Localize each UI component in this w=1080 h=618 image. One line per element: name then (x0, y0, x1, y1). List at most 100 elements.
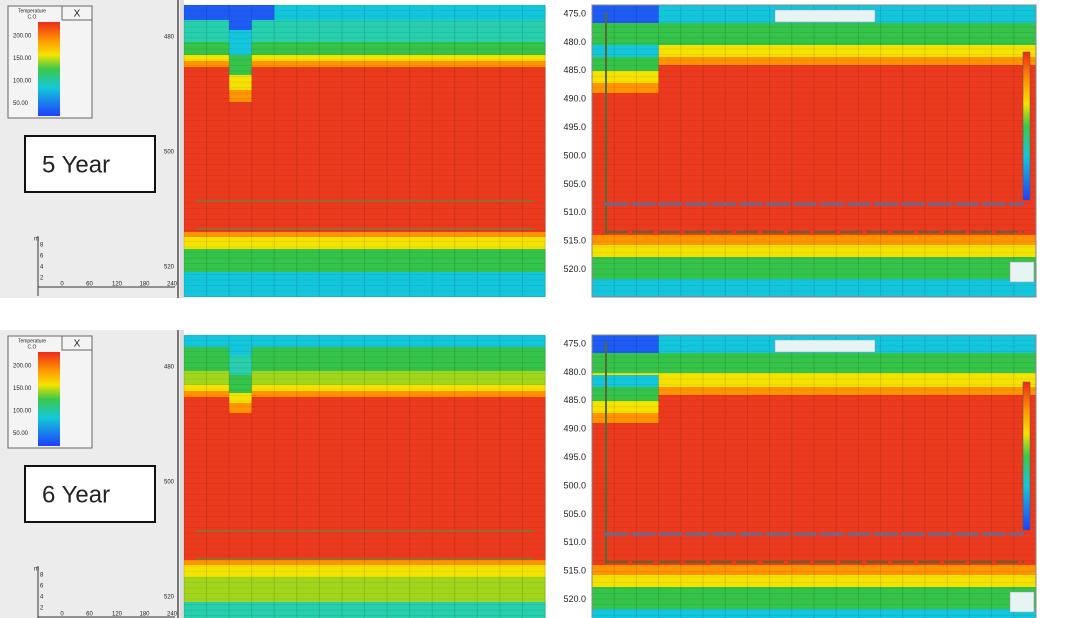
heat-cell (991, 65, 1015, 235)
heat-cell (454, 272, 478, 297)
heat-cell (680, 23, 704, 45)
scale-x-tick: 0 (60, 612, 64, 618)
heat-cell (499, 577, 523, 602)
heat-cell (296, 577, 320, 602)
heat-cell (432, 272, 456, 297)
axis-tick: 490.0 (563, 94, 586, 104)
heat-cell (229, 393, 252, 403)
heat-cell (341, 67, 365, 232)
heat-cell (791, 387, 815, 395)
heat-cell (902, 57, 926, 65)
heat-cell (387, 565, 411, 577)
heat-cell (387, 67, 411, 232)
heat-cell (769, 587, 793, 609)
heat-cell (725, 609, 748, 618)
heat-cell (680, 335, 704, 353)
heat-cell (769, 575, 793, 587)
heat-cell (947, 587, 970, 609)
heat-cell (184, 385, 208, 391)
heat-cell (319, 347, 343, 371)
heat-cell (387, 577, 411, 602)
heat-cell (251, 5, 275, 20)
heat-cell (658, 335, 682, 353)
legend-title: Temperature (18, 8, 46, 14)
axis-tick: 480.0 (563, 37, 586, 47)
heat-cell (296, 565, 320, 577)
heat-cell (969, 373, 993, 387)
heat-cell (274, 42, 298, 55)
scale-x-tick: 60 (86, 612, 93, 618)
heat-cell (364, 232, 388, 237)
heat-cell (902, 65, 926, 235)
heat-cell (769, 565, 793, 575)
heat-cell (658, 65, 682, 235)
heat-cell (858, 565, 882, 575)
heat-cell (477, 67, 501, 232)
heat-cell (387, 61, 411, 67)
heat-cell (1013, 235, 1037, 245)
heat-cell (658, 23, 682, 45)
heat-cell (947, 65, 970, 235)
heat-cell (522, 560, 546, 565)
heat-cell (319, 371, 343, 385)
heat-cell (991, 245, 1015, 257)
heat-cell (522, 42, 546, 55)
heat-cell (969, 279, 993, 297)
heat-cell (251, 55, 275, 61)
heat-cell (387, 602, 411, 618)
heat-cell (409, 237, 433, 249)
heat-cell (409, 5, 433, 20)
heat-cell (251, 249, 275, 272)
heat-cell (791, 45, 815, 57)
heat-cell (858, 353, 882, 373)
heat-cell (703, 587, 726, 609)
scale-y-tick: 2 (40, 276, 44, 282)
heat-cell (836, 609, 859, 618)
heat-cell (477, 55, 501, 61)
heat-cell (432, 371, 456, 385)
heat-cell (206, 602, 230, 618)
axis-tick: 515.0 (563, 566, 586, 576)
heat-cell (969, 565, 993, 575)
heat-cell (658, 587, 682, 609)
heat-cell (836, 23, 859, 45)
heat-cell (522, 397, 546, 560)
heat-cell (364, 67, 388, 232)
heat-cell (319, 55, 343, 61)
heat-cell (229, 602, 253, 618)
scale-x-tick: 60 (86, 282, 93, 288)
heat-cell (364, 577, 388, 602)
close-button[interactable] (61, 5, 93, 21)
heat-cell (409, 20, 433, 42)
heat-cell (880, 335, 904, 353)
heat-cell (791, 353, 815, 373)
axis-tick: 510.0 (563, 537, 586, 547)
close-button[interactable] (61, 335, 93, 351)
heat-cell (836, 353, 859, 373)
heat-cell (409, 397, 433, 560)
heat-cell (680, 565, 704, 575)
heat-cell (184, 20, 208, 42)
heat-cell (814, 245, 837, 257)
heat-cell (454, 20, 478, 42)
heat-cell (969, 65, 993, 235)
year-box (24, 465, 156, 523)
heat-cell (454, 249, 478, 272)
heat-cell (725, 257, 748, 279)
heat-cell (364, 335, 388, 347)
heat-cell (454, 391, 478, 397)
legend-unit: C.O (28, 14, 37, 20)
heat-cell (341, 232, 365, 237)
heat-cell (364, 249, 388, 272)
heat-cell (409, 67, 433, 232)
heat-cell (991, 257, 1015, 279)
heat-cell (902, 609, 926, 618)
heat-cell (969, 5, 993, 23)
axis-tick: 475.0 (563, 338, 586, 348)
heat-cell (902, 235, 926, 245)
heat-cell (969, 235, 993, 245)
heat-cell (747, 57, 771, 65)
heat-cell (991, 575, 1015, 587)
heat-cell (341, 272, 365, 297)
heat-cell (229, 249, 253, 272)
